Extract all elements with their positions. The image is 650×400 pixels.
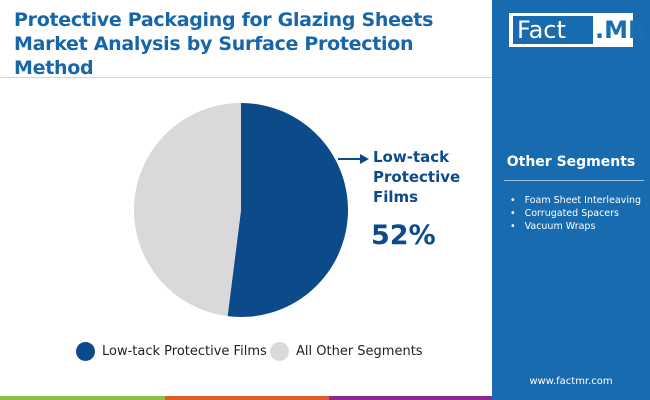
pie-chart [133,103,369,317]
footer-bar-purple [329,396,492,400]
pie-slice-0 [227,103,348,317]
footer-bar-green [0,396,165,400]
legend-label: Low-tack Protective Films [102,344,267,359]
website-url: www.factmr.com [529,376,613,387]
side-panel: Fact.MR Other Segments Foam Sheet Interl… [492,0,650,400]
legend-item: Low-tack Protective Films [76,342,267,361]
callout-line: Protective [373,168,461,186]
callout-value: 52% [371,220,436,251]
legend-swatch [76,342,95,361]
list-item: Foam Sheet Interleaving [510,194,641,207]
callout-label: Low-tack Protective Films [373,147,460,207]
panel-divider [504,180,644,181]
callout-line: Low-tack [373,148,450,166]
legend-label: All Other Segments [296,344,423,359]
logo-text: Fact [513,16,593,44]
header-divider [0,77,492,78]
factmr-logo: Fact .MR [509,13,646,47]
list-item: Vacuum Wraps [510,220,641,233]
footer-bar-orange [165,396,329,400]
callout-line: Films [373,188,419,206]
legend-item: All Other Segments [270,342,423,361]
pie-slice-1 [133,103,241,317]
chart-title: Protective Packaging for Glazing Sheets … [14,9,434,79]
other-segments-heading: Other Segments [506,154,636,170]
logo-text: .MR [595,16,647,44]
other-segments-list: Foam Sheet Interleaving Corrugated Space… [510,194,641,233]
callout-arrow-icon [360,154,369,164]
list-item: Corrugated Spacers [510,207,641,220]
legend-swatch [270,342,289,361]
